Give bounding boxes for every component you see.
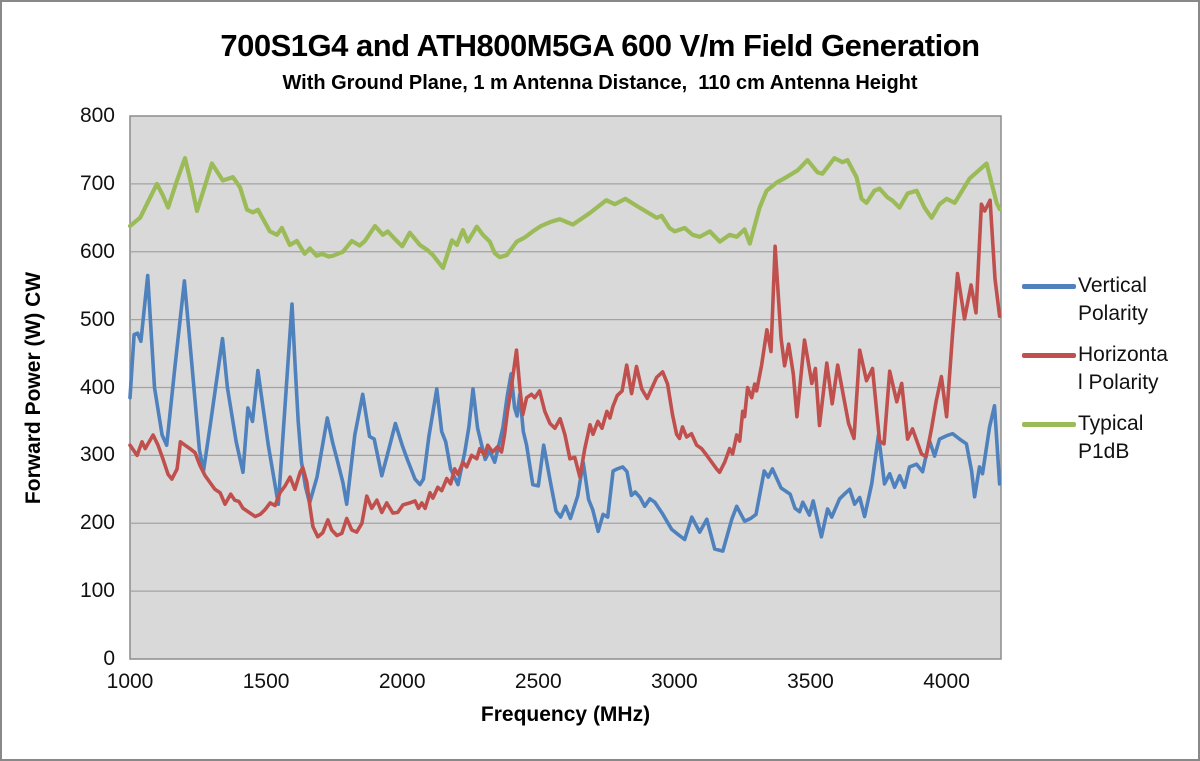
x-tick-label-1000: 1000 bbox=[106, 670, 154, 693]
legend-item-horizontal-polarity: Horizonta l Polarity bbox=[1022, 341, 1198, 397]
legend-label-typical-p1db: Typical P1dB bbox=[1078, 412, 1144, 463]
y-tick-label-200: 200 bbox=[79, 511, 115, 535]
legend-swatch-horizontal-polarity bbox=[1022, 353, 1076, 358]
series-line-typical-p1db bbox=[127, 156, 1002, 271]
y-tick-label-0: 0 bbox=[103, 647, 115, 670]
chart-title: 700S1G4 and ATH800M5GA 600 V/m Field Gen… bbox=[220, 28, 980, 63]
x-tick-label-3000: 3000 bbox=[651, 670, 698, 693]
chart-subtitle: With Ground Plane, 1 m Antenna Distance,… bbox=[282, 72, 918, 94]
legend: Vertical Polarity Horizonta l Polarity Typ… bbox=[1022, 272, 1198, 479]
x-tick-label-1500: 1500 bbox=[242, 670, 290, 693]
x-tick-label-2500: 2500 bbox=[514, 670, 562, 693]
y-tick-label-100: 100 bbox=[79, 579, 115, 603]
y-tick-label-500: 500 bbox=[79, 307, 115, 331]
y-tick-label-600: 600 bbox=[79, 239, 115, 263]
y-tick-label-300: 300 bbox=[79, 443, 115, 467]
legend-item-typical-p1db: Typical P1dB bbox=[1022, 410, 1198, 466]
legend-item-vertical-polarity: Vertical Polarity bbox=[1022, 272, 1198, 328]
legend-label-vertical-polarity: Vertical Polarity bbox=[1078, 274, 1149, 325]
y-tick-label-800: 800 bbox=[79, 104, 115, 127]
series-line-vertical-polarity bbox=[128, 273, 1002, 553]
series-line-horizontal-polarity bbox=[128, 198, 1002, 539]
y-tick-label-700: 700 bbox=[79, 171, 115, 195]
legend-swatch-typical-p1db bbox=[1022, 422, 1076, 427]
legend-label-horizontal-polarity: Horizonta l Polarity bbox=[1078, 343, 1168, 394]
x-tick-label-4000: 4000 bbox=[923, 670, 970, 693]
legend-swatch-vertical-polarity bbox=[1022, 284, 1076, 289]
y-axis-title: Forward Power (W) CW bbox=[22, 271, 45, 505]
y-tick-label-400: 400 bbox=[79, 375, 115, 399]
x-tick-label-3500: 3500 bbox=[787, 670, 834, 693]
x-axis-title: Frequency (MHz) bbox=[480, 703, 651, 726]
x-tick-label-2000: 2000 bbox=[378, 670, 426, 693]
